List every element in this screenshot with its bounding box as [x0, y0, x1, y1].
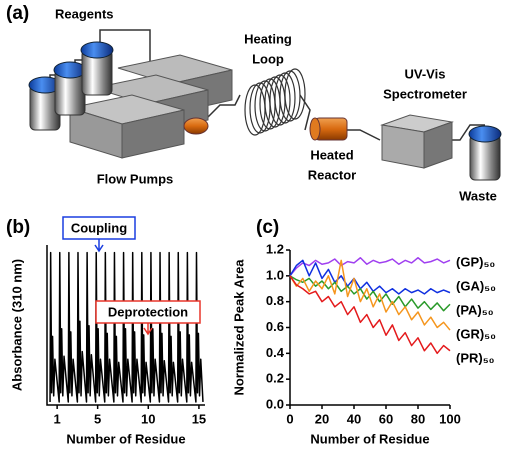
x-axis-title: Number of Residue — [310, 431, 429, 446]
legend-label: (PR)₅₀ — [456, 350, 495, 365]
legend-label: (PA)₅₀ — [456, 302, 494, 317]
legend-label: (GA)₅₀ — [456, 278, 496, 293]
y-tick-label: 0.4 — [266, 345, 285, 360]
legend-label: (GR)₅₀ — [456, 326, 496, 341]
series-line — [290, 260, 450, 294]
panel-label: (c) — [256, 217, 279, 238]
x-tick-label: 100 — [439, 411, 461, 426]
annotation: Deprotection — [108, 304, 188, 319]
label: Heating — [244, 31, 292, 46]
panel-label: (a) — [6, 3, 29, 24]
panel-label: (b) — [6, 217, 30, 238]
y-tick-label: 0.0 — [266, 396, 284, 411]
y-tick-label: 1.0 — [266, 267, 284, 282]
y-axis-title: Normalized Peak Area — [231, 259, 246, 396]
x-tick-label: 10 — [141, 411, 155, 426]
annotation: Coupling — [71, 220, 127, 235]
x-tick-label: 40 — [347, 411, 361, 426]
spectrometer-icon — [382, 115, 452, 168]
diagram: Reagents Flow Pumps Heating Loop Heated … — [29, 6, 501, 203]
x-tick-label: 60 — [379, 411, 393, 426]
mixer-icon — [184, 118, 208, 134]
annotation-arrow — [95, 239, 103, 251]
x-tick-label: 15 — [192, 411, 206, 426]
label: Flow Pumps — [97, 171, 174, 186]
figure: Reagents Flow Pumps Heating Loop Heated … — [0, 0, 505, 454]
label: Loop — [252, 51, 284, 66]
y-tick-label: 1.2 — [266, 241, 284, 256]
x-tick-label: 1 — [54, 411, 61, 426]
label: Reagents — [55, 6, 114, 21]
y-tick-label: 0.8 — [266, 293, 284, 308]
label: UV-Vis — [405, 66, 446, 81]
y-tick-label: 0.2 — [266, 371, 284, 386]
x-axis-title: Number of Residue — [66, 431, 185, 446]
label: Spectrometer — [383, 86, 467, 101]
axis — [290, 250, 450, 405]
x-tick-label: 0 — [286, 411, 293, 426]
x-tick-label: 80 — [411, 411, 425, 426]
heating-loop-icon — [245, 69, 305, 135]
x-tick-label: 20 — [315, 411, 329, 426]
waste-bottle — [469, 126, 501, 180]
y-axis-title: Absorbance (310 nm) — [9, 259, 24, 391]
reactor-icon — [310, 118, 347, 140]
y-tick-label: 0.6 — [266, 319, 284, 334]
trace — [50, 253, 203, 402]
label: Reactor — [308, 167, 356, 182]
label: Heated — [310, 147, 353, 162]
label: Waste — [459, 188, 497, 203]
x-tick-label: 5 — [94, 411, 101, 426]
legend-label: (GP)₅₀ — [456, 254, 495, 269]
